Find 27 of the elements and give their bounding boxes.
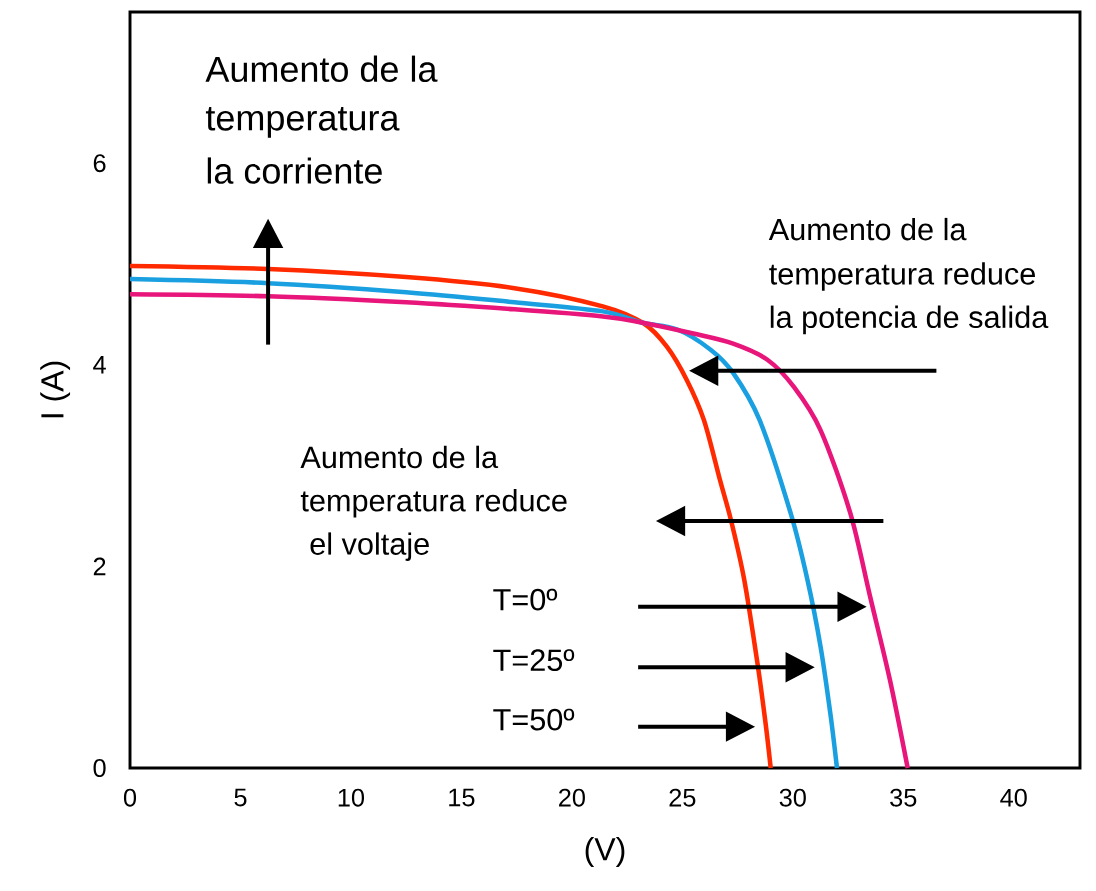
x-tick-label: 35 [890, 788, 917, 807]
y-tick-label: 4 [93, 356, 106, 374]
x-tick-label: 15 [449, 788, 475, 807]
annotation: la potencia de salida [770, 305, 1049, 335]
annotation: la corriente [207, 157, 382, 184]
x-tick-label: 5 [234, 788, 247, 807]
x-tick-label: 0 [123, 788, 137, 807]
x-tick-label: 25 [669, 788, 696, 807]
x-tick-label: 30 [779, 788, 806, 807]
annotation: Aumento de la [300, 445, 499, 469]
annotation: T=25º [493, 649, 575, 672]
x-tick-label: 40 [1000, 788, 1027, 807]
annotation: T=50º [493, 708, 575, 731]
annotation: Aumento de la [205, 55, 438, 83]
annotation: Aumento de la [768, 217, 967, 241]
annotation: temperatura [205, 107, 400, 138]
x-axis-title: (V) [585, 837, 625, 867]
x-tick-label: 20 [559, 788, 585, 807]
y-tick-label: 2 [93, 557, 106, 576]
x-tick-label: 10 [338, 788, 365, 807]
annotation: temperatura reduce [769, 262, 1035, 291]
y-tick-label: 6 [93, 154, 106, 173]
annotation: T=0º [493, 588, 558, 611]
annotation: el voltaje [310, 532, 429, 561]
annotation: temperatura reduce [300, 489, 567, 518]
y-axis-title: I (A) [40, 361, 71, 418]
y-tick-label: 0 [93, 759, 106, 777]
